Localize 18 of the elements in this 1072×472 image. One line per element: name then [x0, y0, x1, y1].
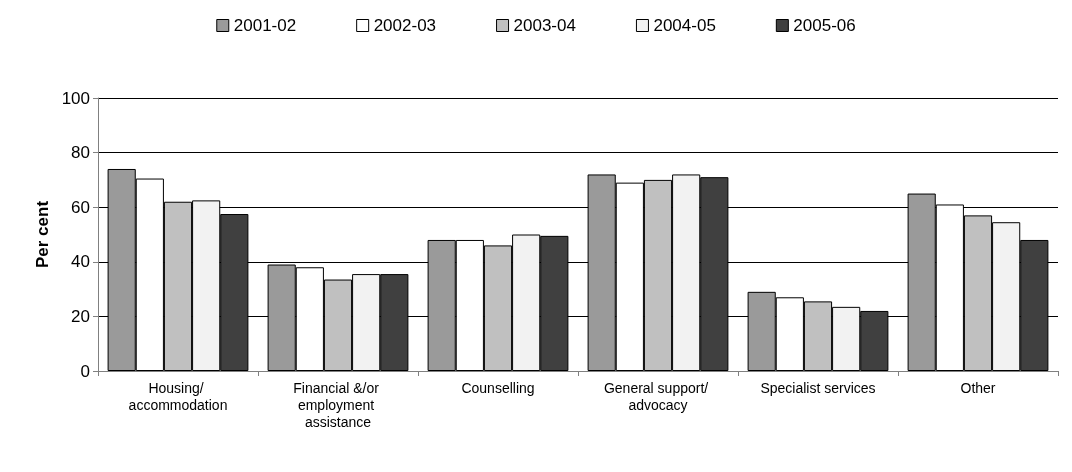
legend-label: 2002-03 — [373, 16, 437, 35]
y-tick-label: 80 — [71, 143, 90, 163]
x-tick-label: Financial &/or employment assistance — [293, 379, 383, 430]
y-tick-label: 20 — [71, 306, 90, 326]
y-axis-title: Per cent — [32, 200, 52, 269]
x-tick-label: General support/ advocacy — [603, 379, 713, 413]
y-tick-label: 40 — [71, 252, 90, 272]
x-tick-label: Housing/ accommodation — [128, 379, 228, 413]
x-tick-label: Other — [960, 379, 996, 396]
x-tick-label: Specialist services — [760, 379, 876, 396]
y-tick-label: 100 — [61, 88, 90, 108]
x-tick-label: Counselling — [461, 379, 535, 396]
legend-label: 2001-02 — [233, 16, 297, 35]
legend-label: 2004-05 — [653, 16, 716, 35]
legend-label: 2003-04 — [513, 16, 576, 35]
y-tick-label: 0 — [80, 361, 90, 381]
y-tick-label: 60 — [71, 197, 90, 217]
legend-label: 2005-06 — [793, 16, 856, 35]
